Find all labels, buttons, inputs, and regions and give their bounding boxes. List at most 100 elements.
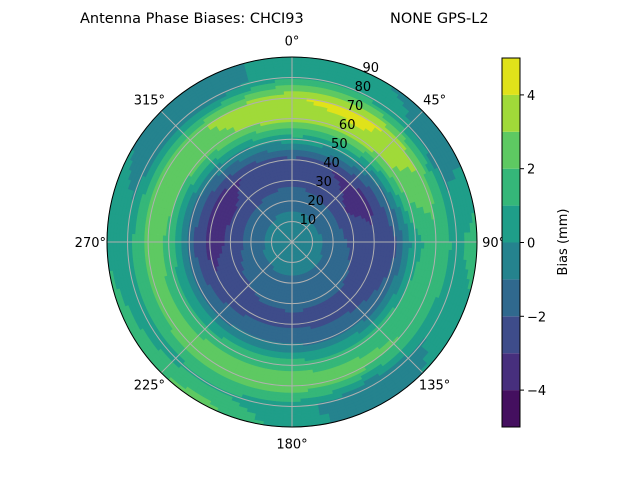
contour-cell <box>287 341 292 344</box>
contour-cell <box>190 237 193 242</box>
contour-cell <box>397 236 400 242</box>
contour-cell <box>287 143 292 146</box>
contour-cell <box>181 236 184 242</box>
contour-cell <box>292 328 297 331</box>
contour-cell <box>292 325 297 328</box>
contour-cell <box>287 328 292 331</box>
contour-cell <box>369 238 372 242</box>
contour-cell <box>288 168 292 171</box>
contour-cell <box>292 125 298 128</box>
contour-cell <box>175 242 178 248</box>
contour-cell <box>285 368 292 371</box>
contour-cell <box>400 236 403 242</box>
contour-cell <box>357 238 360 242</box>
contour-cell <box>292 171 296 174</box>
contour-cell <box>287 153 292 156</box>
contour-cell <box>288 307 292 310</box>
contour-cell <box>292 307 296 310</box>
contour-cell <box>287 325 292 328</box>
contour-cell <box>172 242 175 248</box>
contour-cell <box>190 242 193 247</box>
contour-cell <box>292 337 297 340</box>
contour-cell <box>292 153 297 156</box>
contour-cell <box>387 242 390 247</box>
contour-cell <box>184 236 187 242</box>
contour-cell <box>292 356 298 359</box>
contour-cell <box>357 242 360 246</box>
contour-cell <box>218 238 221 242</box>
contour-cell <box>378 242 381 247</box>
contour-cell <box>292 174 296 177</box>
contour-cell <box>409 242 412 248</box>
contour-cell <box>178 242 181 248</box>
contour-cell <box>287 150 292 153</box>
contour-cell <box>292 122 298 125</box>
contour-cell <box>384 237 387 242</box>
contour-cell <box>200 242 203 247</box>
contour-cell <box>288 171 292 174</box>
contour-cell <box>403 242 406 248</box>
contour-cell <box>287 334 292 337</box>
contour-cell <box>295 294 298 297</box>
contour-cell <box>292 134 298 137</box>
contour-cell <box>286 125 292 128</box>
contour-cell <box>221 238 224 242</box>
contour-cell <box>418 235 421 242</box>
contour-cell <box>292 156 297 159</box>
contour-cell <box>193 242 196 247</box>
contour-cell <box>286 134 292 137</box>
contour-cell <box>193 237 196 242</box>
contour-cell <box>215 242 218 246</box>
contour-cell <box>288 165 292 168</box>
contour-cell <box>403 236 406 242</box>
contour-cell <box>286 359 292 362</box>
contour-cell <box>212 238 215 242</box>
contour-cell <box>344 236 347 239</box>
contour-cell <box>363 242 366 246</box>
contour-cell <box>292 162 296 165</box>
contour-cell <box>196 237 199 242</box>
contour-cell <box>292 368 299 371</box>
contour-cell <box>206 237 209 242</box>
contour-cell <box>360 242 363 246</box>
contour-cell <box>418 242 421 249</box>
contour-cell <box>286 356 292 359</box>
contour-cell <box>287 140 292 143</box>
contour-cell <box>360 238 363 242</box>
contour-cell <box>215 238 218 242</box>
contour-cell <box>387 237 390 242</box>
contour-cell <box>218 242 221 246</box>
contour-cell <box>237 245 240 248</box>
contour-cell <box>287 337 292 340</box>
contour-cell <box>287 156 292 159</box>
contour-cell <box>384 242 387 247</box>
contour-cell <box>203 242 206 247</box>
contour-cell <box>292 143 297 146</box>
contour-cell <box>288 313 292 316</box>
contour-cell <box>287 146 292 149</box>
contour-cell <box>288 310 292 313</box>
contour-cell <box>292 316 296 319</box>
contour-cell <box>288 316 292 319</box>
contour-cell <box>181 242 184 248</box>
contour-cell <box>288 162 292 165</box>
contour-cell <box>224 242 227 246</box>
contour-cell <box>287 331 292 334</box>
contour-cell <box>391 242 394 247</box>
contour-cell <box>292 313 296 316</box>
contour-cell <box>409 236 412 242</box>
contour-cell <box>292 319 296 322</box>
contour-cell <box>378 237 381 242</box>
contour-cell <box>292 341 297 344</box>
contour-cell <box>375 237 378 242</box>
contour-cell <box>292 150 297 153</box>
contour-cell <box>369 242 372 246</box>
contour-cell <box>400 242 403 248</box>
contour-cell <box>366 242 369 246</box>
contour-cell <box>292 347 298 350</box>
contour-cell <box>286 128 292 131</box>
contour-cell <box>366 238 369 242</box>
chart-title-right: NONE GPS-L2 <box>390 11 489 27</box>
contour-cell <box>286 347 292 350</box>
contour-cell <box>184 242 187 248</box>
